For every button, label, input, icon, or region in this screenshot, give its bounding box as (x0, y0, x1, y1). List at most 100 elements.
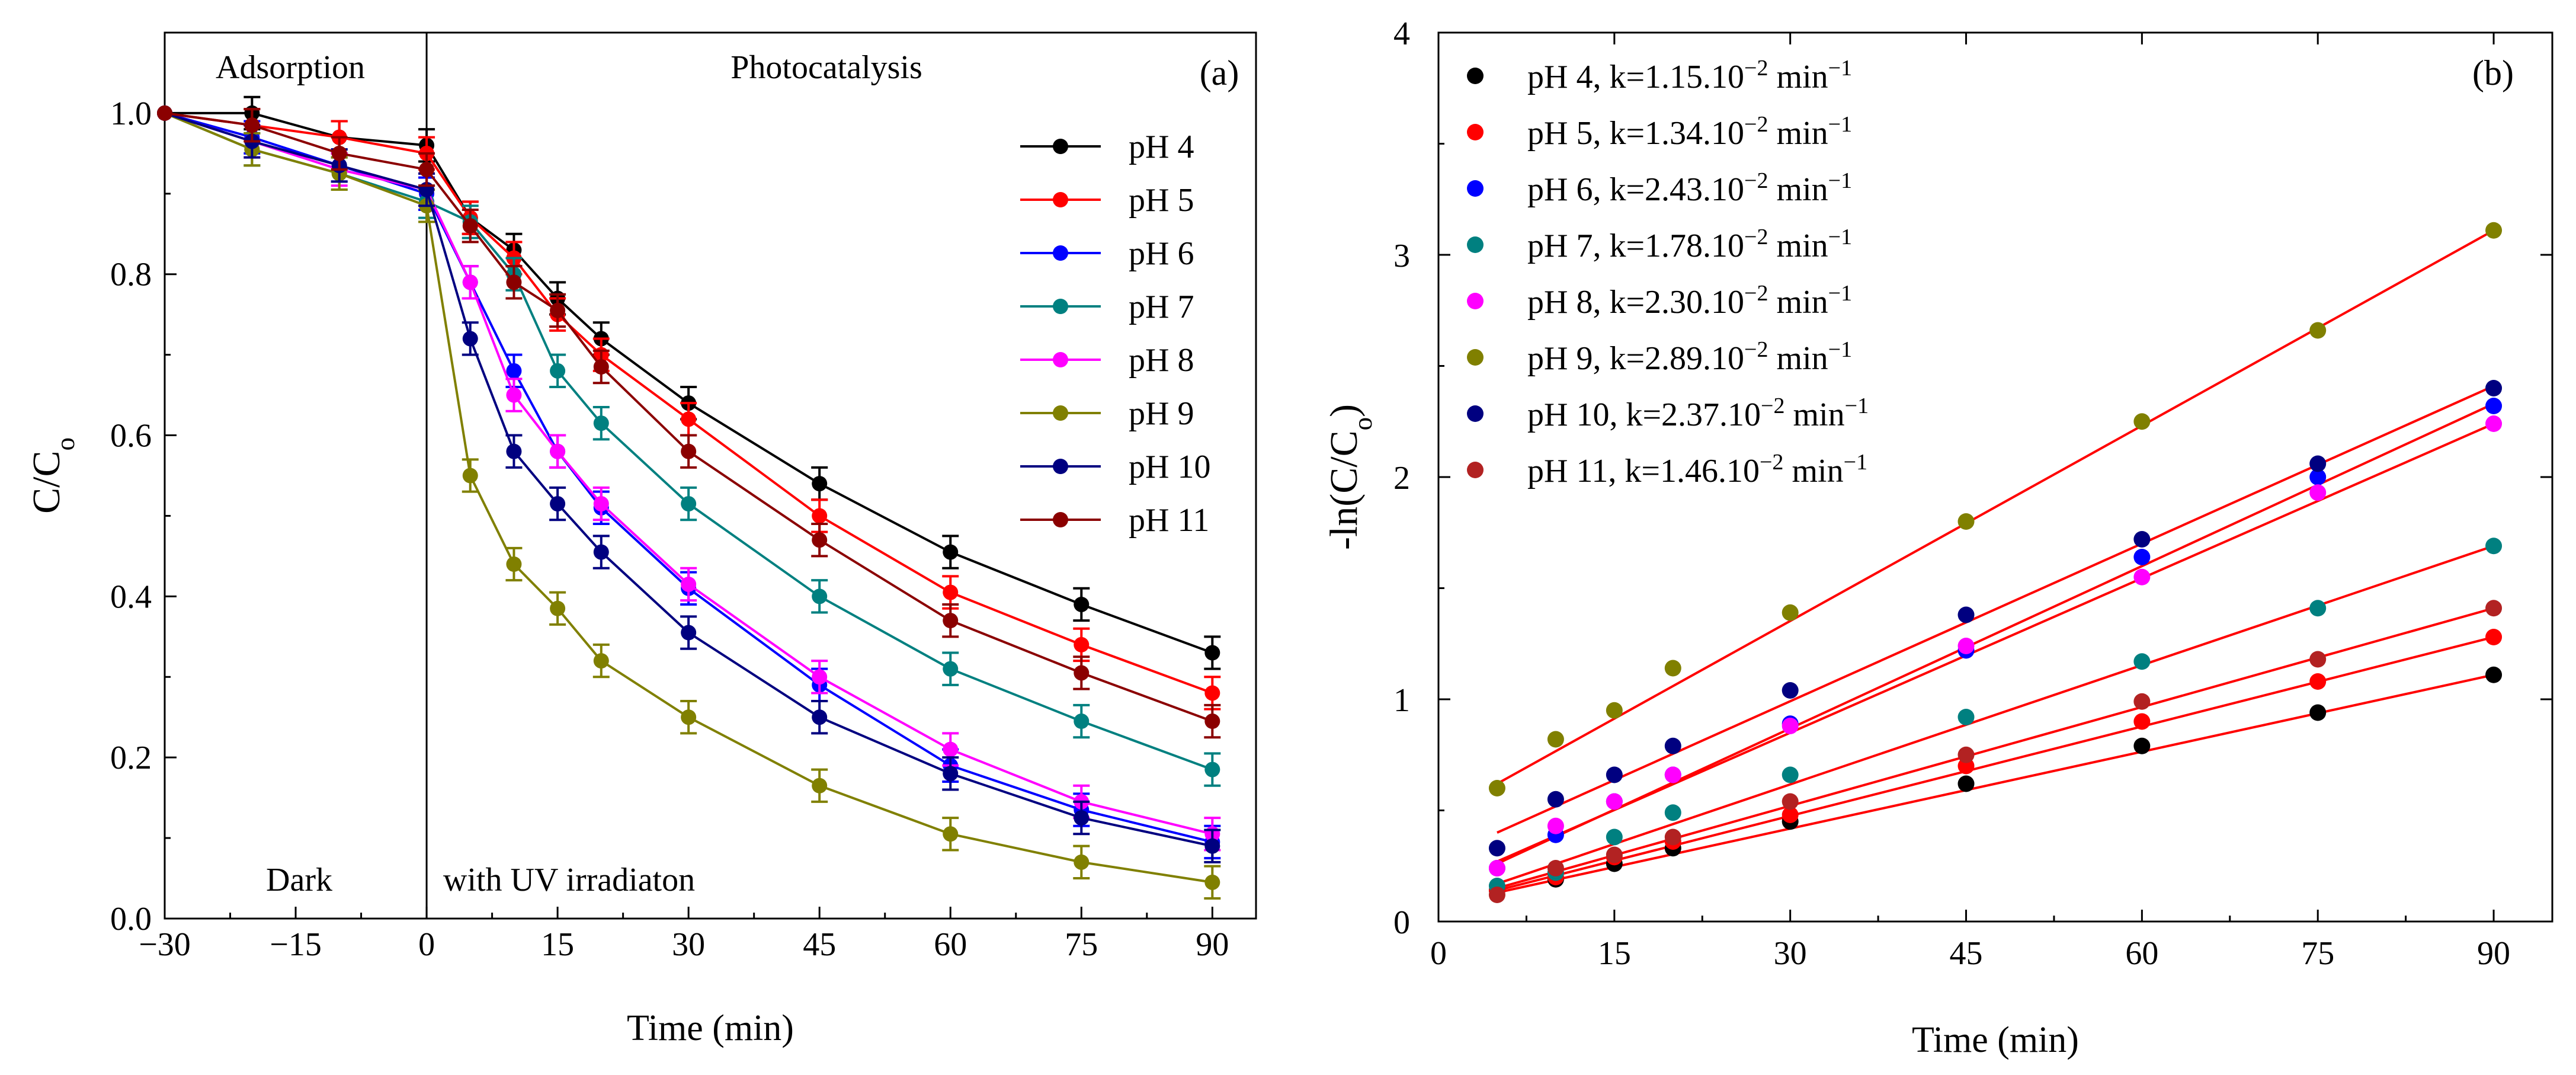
data-point (1547, 731, 1564, 748)
series-ph-6 (157, 105, 1221, 860)
data-point (1488, 860, 1505, 876)
data-point (681, 709, 697, 725)
data-point (812, 476, 828, 492)
y-tick-label: 0 (1393, 904, 1410, 941)
legend-label: pH 11, k=1.46.10−2 min−1 (1527, 450, 1867, 489)
series-points-7 (1488, 600, 2503, 903)
series-points-4 (1488, 415, 2503, 876)
data-point (1074, 854, 1090, 870)
data-point (1664, 737, 1681, 754)
x-tick-label: 90 (1196, 926, 1229, 963)
data-point (506, 363, 522, 379)
superscript: −2 (1744, 281, 1768, 306)
data-point (1782, 604, 1799, 621)
data-point (1782, 807, 1799, 823)
data-point (2309, 484, 2327, 501)
x-tick-label: 0 (418, 926, 435, 963)
legend-label: pH 5, k=1.34.10−2 min−1 (1527, 112, 1852, 152)
data-point (812, 532, 828, 548)
superscript: −2 (1744, 225, 1768, 249)
data-point (2309, 600, 2327, 617)
legend-label: pH 7, k=1.78.10−2 min−1 (1527, 225, 1852, 264)
data-point (1074, 596, 1090, 612)
y-tick-label: 1 (1393, 682, 1410, 719)
data-point (2133, 568, 2151, 586)
panel-a-chart: −30 −15 0 15 30 45 60 75 90 0.0 0.2 0.4 0.6 0.8 1.0 Tim… (25, 31, 1257, 1048)
fit-line (1497, 402, 2494, 865)
superscript: −2 (1744, 112, 1768, 137)
data-point (2133, 713, 2151, 730)
text-part: pH 11, k=1.46.10 (1527, 453, 1760, 489)
legend-label: pH 4, k=1.15.10−2 min−1 (1527, 56, 1852, 95)
x-tick-label: 45 (1950, 935, 1983, 972)
series-points-5 (1488, 222, 2503, 796)
superscript: −2 (1744, 337, 1768, 362)
legend-label: pH 7 (1129, 289, 1194, 325)
data-point (462, 331, 478, 347)
subscript: o (50, 437, 80, 450)
data-point (2485, 380, 2503, 396)
data-point (943, 741, 959, 757)
y-tick-label: 0.8 (110, 257, 152, 293)
y-tick-label: 4 (1393, 15, 1410, 52)
legend-marker (1053, 245, 1068, 261)
legend-marker (1053, 512, 1068, 527)
text-part: min (1768, 171, 1828, 208)
text-part: min (1783, 453, 1843, 489)
fit-line (1497, 636, 2494, 892)
data-point (2309, 673, 2327, 690)
data-point (2309, 704, 2327, 721)
data-point (550, 443, 566, 459)
data-point (1074, 665, 1090, 681)
legend-marker (1467, 293, 1484, 309)
y-tick-label: 0.4 (110, 578, 152, 615)
data-point (2133, 653, 2151, 670)
panel-label-a: (a) (1200, 53, 1239, 92)
superscript: −2 (1761, 393, 1785, 418)
y-tick-label: 1.0 (110, 95, 152, 132)
data-point (1957, 513, 1975, 530)
y-tick-label: 0.0 (110, 901, 152, 938)
legend-label: pH 6 (1129, 235, 1194, 272)
superscript: −1 (1828, 112, 1853, 137)
superscript: −1 (1828, 281, 1853, 306)
data-point (1547, 860, 1564, 876)
data-point (681, 496, 697, 512)
legend-label: pH 8, k=2.30.10−2 min−1 (1527, 281, 1852, 321)
text-part: min (1768, 59, 1828, 95)
data-point (1782, 718, 1799, 734)
data-point (943, 544, 959, 560)
legend-label: pH 10, k=2.37.10−2 min−1 (1527, 393, 1869, 433)
panel-label-b: (b) (2472, 53, 2514, 92)
data-point (943, 826, 959, 842)
x-tick-label: 45 (803, 926, 836, 963)
data-point (1606, 846, 1623, 863)
y-tick-label: 3 (1393, 238, 1410, 274)
plot-frame (164, 31, 1257, 920)
data-point (2485, 666, 2503, 683)
text-part: ) (1322, 404, 1366, 417)
data-point (1606, 702, 1623, 719)
data-point (462, 218, 478, 234)
dark-label: Dark (266, 862, 332, 898)
legend-marker (1467, 405, 1484, 422)
data-point (2485, 600, 2503, 617)
data-point (506, 556, 522, 572)
data-point (1664, 766, 1681, 783)
text-part: -ln(C/C (1322, 430, 1366, 550)
data-point (593, 653, 609, 669)
data-point (506, 274, 522, 290)
x-tick-label: −15 (270, 926, 322, 963)
x-axis-label: Time (min) (627, 1008, 794, 1048)
data-point (550, 496, 566, 512)
superscript: −1 (1828, 225, 1853, 249)
data-point (1957, 746, 1975, 763)
data-point (1488, 887, 1505, 903)
text-part: pH 7, k=1.78.10 (1527, 228, 1744, 264)
x-tick-label: 60 (2125, 935, 2158, 972)
legend-label: pH 10 (1129, 449, 1210, 485)
data-point (593, 415, 609, 431)
data-point (593, 544, 609, 560)
data-point (2309, 455, 2327, 472)
